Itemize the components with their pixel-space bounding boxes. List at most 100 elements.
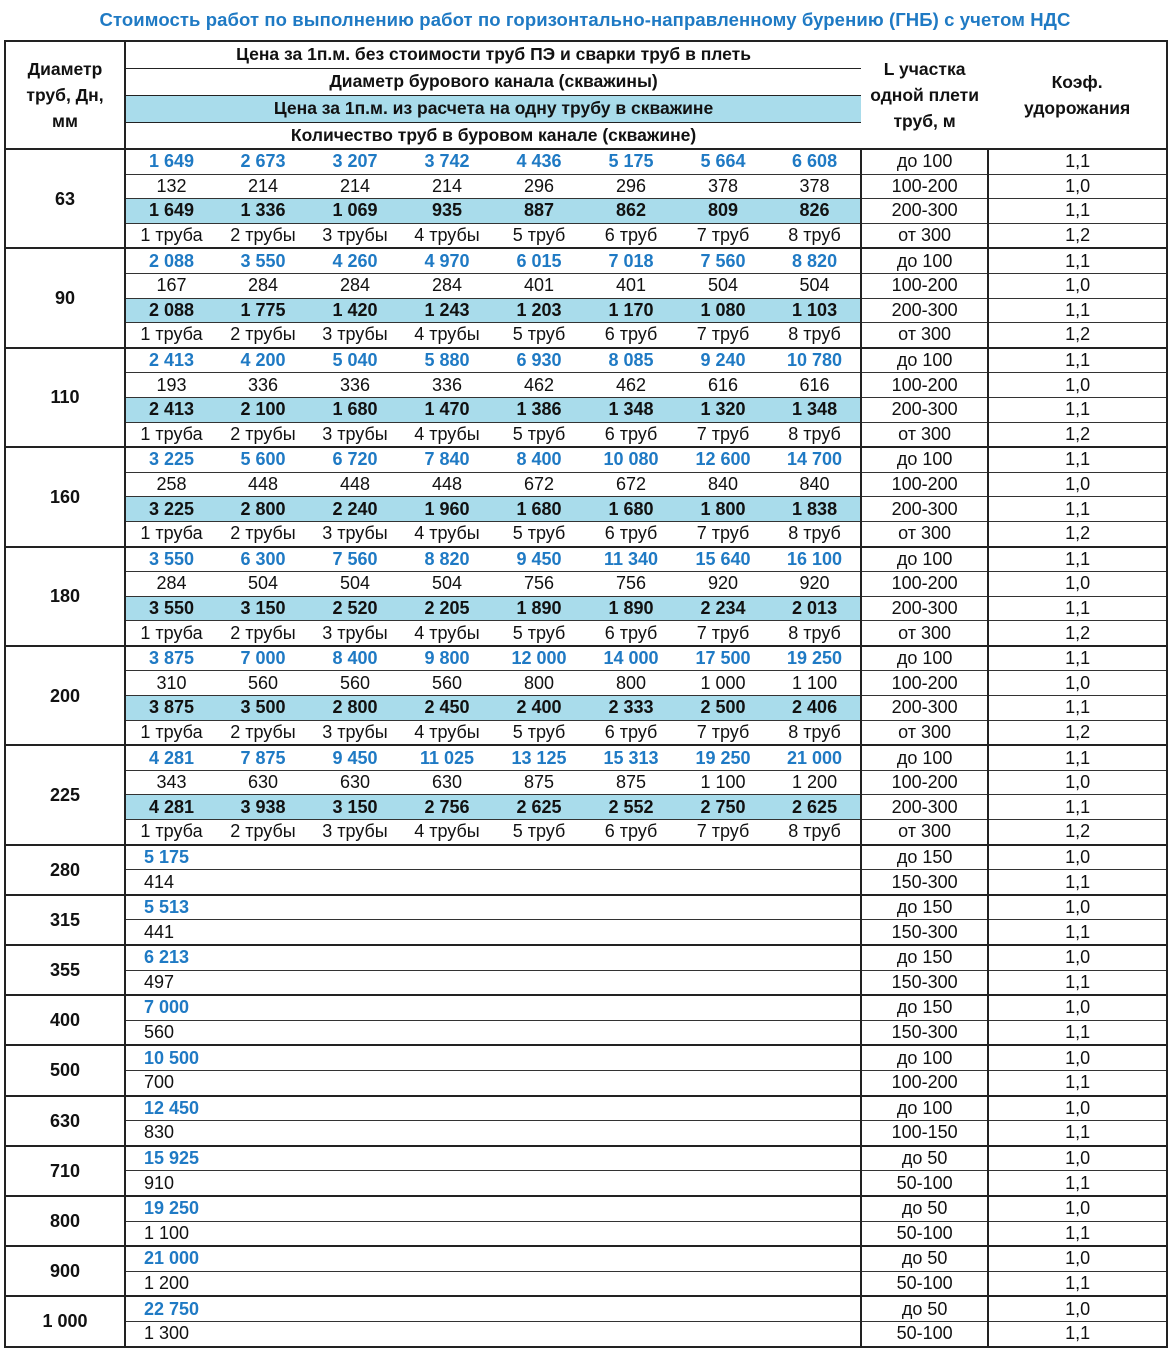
price-cell: 336 bbox=[217, 372, 309, 398]
coef-cell: 1,0 bbox=[988, 173, 1169, 199]
price-cell: 193 bbox=[125, 372, 217, 398]
price-cell: 8 труб bbox=[769, 520, 862, 547]
length-cell: до 50 bbox=[860, 1295, 990, 1322]
price-cell: 4 трубы bbox=[401, 222, 493, 249]
price-cell: 1 труба bbox=[125, 322, 217, 348]
price-cell: 560 bbox=[217, 670, 309, 696]
coef-cell: 1,0 bbox=[988, 1194, 1169, 1222]
table-row: 1 649 1 336 1 069 935 887 862 809 826 200-300 1,1 bbox=[5, 198, 1169, 224]
price-cell: 920 bbox=[769, 571, 862, 597]
coef-cell: 1,1 bbox=[988, 644, 1169, 671]
price-cell: 2 205 bbox=[401, 595, 493, 622]
coef-cell: 1,1 bbox=[988, 147, 1169, 175]
price-cell: 2 673 bbox=[217, 147, 309, 175]
price-cell: 21 000 bbox=[769, 744, 862, 771]
coef-cell: 1,1 bbox=[988, 446, 1169, 473]
price-cell: 920 bbox=[677, 571, 769, 597]
price-cell: 3 742 bbox=[401, 147, 493, 175]
header-length: L участка одной плети труб, м bbox=[870, 59, 979, 131]
price-cell: 1 420 bbox=[309, 297, 401, 324]
coef-cell: 1,1 bbox=[988, 496, 1169, 522]
price-cell: 284 bbox=[401, 272, 493, 299]
price-cell: 1 труба bbox=[125, 719, 217, 746]
table-row: 193 336 336 336 462 462 616 616 100-200 1,0 bbox=[5, 372, 1169, 398]
length-cell: до 100 bbox=[860, 446, 990, 473]
price-cell: 800 bbox=[585, 670, 677, 696]
price-cell: 1 203 bbox=[493, 297, 585, 324]
price-cell: 616 bbox=[769, 372, 862, 398]
price-cell: 6 930 bbox=[493, 346, 585, 373]
price-cell: 2 трубы bbox=[217, 322, 309, 348]
price-cell: 630 bbox=[401, 769, 493, 795]
coef-cell: 1,0 bbox=[988, 943, 1169, 971]
coef-cell: 1,1 bbox=[988, 1320, 1169, 1347]
length-cell: 150-300 bbox=[860, 1019, 990, 1046]
table-row: 800 19 250 до 50 1,0 bbox=[5, 1194, 1169, 1247]
price-cell: 560 bbox=[401, 670, 493, 696]
price-cell: 401 bbox=[585, 272, 677, 299]
length-cell: до 50 bbox=[860, 1144, 990, 1171]
table-row: 900 21 000 до 50 1,0 bbox=[5, 1245, 1169, 1297]
price-cell: 504 bbox=[677, 272, 769, 299]
price-cell: 343 bbox=[125, 769, 217, 795]
price-cell: 5 труб bbox=[493, 620, 585, 646]
price-cell: 10 500 bbox=[125, 1044, 862, 1071]
price-cell: 378 bbox=[677, 173, 769, 199]
price-cell: 9 450 bbox=[309, 744, 401, 771]
price-cell: 6 труб bbox=[585, 421, 677, 448]
price-cell: 2 450 bbox=[401, 695, 493, 721]
length-cell: 50-100 bbox=[860, 1220, 990, 1247]
length-cell: 50-100 bbox=[860, 1170, 990, 1196]
price-cell: 2 240 bbox=[309, 496, 401, 522]
price-cell: 9 450 bbox=[493, 545, 585, 572]
price-cell: 6 труб bbox=[585, 620, 677, 646]
price-cell: 7 875 bbox=[217, 744, 309, 771]
price-cell: 14 000 bbox=[585, 644, 677, 671]
price-cell: 2 406 bbox=[769, 695, 862, 721]
length-cell: до 100 bbox=[860, 644, 990, 671]
price-cell: 1 320 bbox=[677, 396, 769, 423]
pipe-diameter: 400 bbox=[5, 994, 126, 1046]
price-cell: 756 bbox=[585, 571, 677, 597]
length-cell: 100-200 bbox=[860, 571, 990, 597]
coef-cell: 1,1 bbox=[988, 1069, 1169, 1096]
price-cell: 3 550 bbox=[217, 247, 309, 274]
price-cell: 132 bbox=[125, 173, 217, 199]
price-cell: 1 348 bbox=[769, 396, 862, 423]
length-cell: 100-200 bbox=[860, 272, 990, 299]
price-cell: 3 трубы bbox=[309, 620, 401, 646]
table-row: 830 100-150 1,1 bbox=[5, 1120, 1169, 1146]
pipe-diameter: 500 bbox=[5, 1044, 126, 1096]
price-cell: 840 bbox=[677, 471, 769, 497]
price-cell: 2 413 bbox=[125, 396, 217, 423]
price-cell: 2 088 bbox=[125, 247, 217, 274]
price-cell: 4 трубы bbox=[401, 719, 493, 746]
coef-cell: 1,1 bbox=[988, 545, 1169, 572]
length-cell: 200-300 bbox=[860, 794, 990, 820]
price-cell: 8 820 bbox=[401, 545, 493, 572]
table-row: 284 504 504 504 756 756 920 920 100-200 1,0 bbox=[5, 571, 1169, 597]
price-cell: 7 труб bbox=[677, 819, 769, 845]
price-cell: 214 bbox=[309, 173, 401, 199]
coef-cell: 1,1 bbox=[988, 595, 1169, 621]
price-cell: 12 600 bbox=[677, 446, 769, 473]
coef-cell: 1,1 bbox=[988, 794, 1169, 820]
price-cell: 15 640 bbox=[677, 545, 769, 572]
price-cell: 6 608 bbox=[769, 147, 862, 175]
price-cell: 3 трубы bbox=[309, 520, 401, 547]
length-cell: до 100 bbox=[860, 744, 990, 771]
price-table: Диаметр труб, Дн, мм Цена за 1п.м. без с… bbox=[4, 40, 1169, 1348]
price-cell: 3 трубы bbox=[309, 421, 401, 448]
price-cell: 214 bbox=[217, 173, 309, 199]
price-cell: 840 bbox=[769, 471, 862, 497]
price-cell: 2 413 bbox=[125, 346, 217, 373]
length-cell: от 300 bbox=[860, 421, 990, 448]
coef-cell: 1,0 bbox=[988, 994, 1169, 1021]
price-cell: 504 bbox=[217, 571, 309, 597]
price-cell: 2 трубы bbox=[217, 719, 309, 746]
length-cell: 200-300 bbox=[860, 297, 990, 323]
price-cell: 6 015 bbox=[493, 247, 585, 274]
price-cell: 3 150 bbox=[217, 595, 309, 622]
table-row: 258 448 448 448 672 672 840 840 100-200 1,0 bbox=[5, 471, 1169, 497]
coef-cell: 1,1 bbox=[988, 396, 1169, 423]
